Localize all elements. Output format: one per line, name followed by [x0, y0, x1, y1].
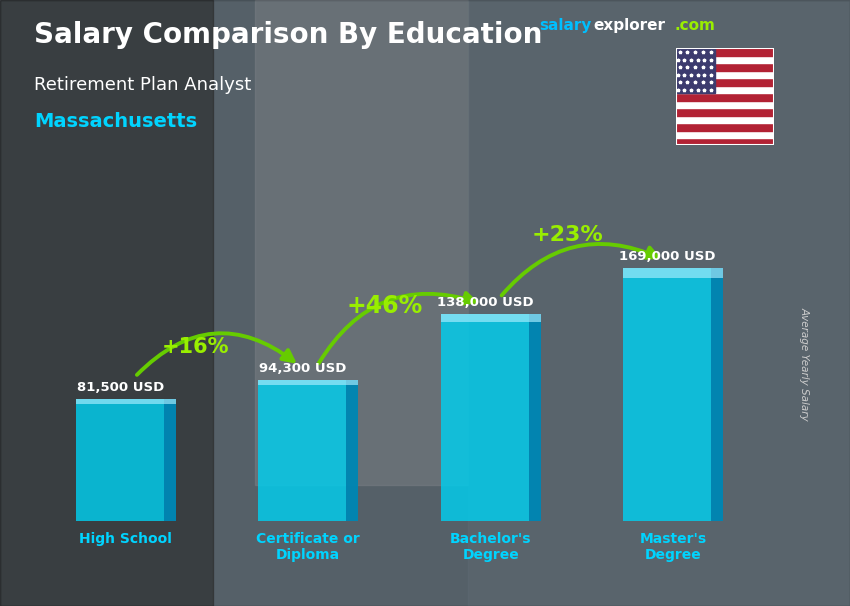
Text: Average Yearly Salary: Average Yearly Salary [800, 307, 810, 421]
Bar [676, 138, 774, 145]
Bar [258, 379, 359, 385]
Bar [623, 268, 723, 278]
Bar [676, 48, 715, 93]
Bar [676, 64, 774, 71]
Text: 169,000 USD: 169,000 USD [620, 250, 716, 263]
FancyArrowPatch shape [319, 293, 475, 363]
Bar [440, 314, 541, 322]
Bar [76, 399, 176, 404]
Bar [676, 123, 774, 130]
Bar [0, 0, 212, 606]
Bar [76, 399, 176, 521]
Bar [676, 93, 774, 101]
FancyArrowPatch shape [137, 333, 293, 375]
Bar [468, 0, 850, 606]
FancyArrowPatch shape [502, 244, 658, 295]
Bar [676, 108, 774, 116]
Text: 94,300 USD: 94,300 USD [259, 362, 347, 375]
Text: 138,000 USD: 138,000 USD [437, 296, 534, 309]
Bar [676, 71, 774, 78]
Bar [676, 116, 774, 123]
Text: +46%: +46% [347, 294, 423, 318]
Text: explorer: explorer [593, 18, 666, 33]
Bar [676, 130, 774, 138]
Text: Retirement Plan Analyst: Retirement Plan Analyst [34, 76, 252, 94]
Bar [623, 268, 723, 521]
Text: +23%: +23% [531, 225, 604, 245]
Bar [676, 78, 774, 86]
Text: salary: salary [540, 18, 592, 33]
Bar [440, 314, 541, 521]
Bar [676, 48, 774, 56]
Bar [676, 86, 774, 93]
Bar [711, 268, 723, 521]
Bar [164, 399, 176, 521]
Text: 81,500 USD: 81,500 USD [76, 381, 164, 394]
Bar [676, 101, 774, 108]
Text: +16%: +16% [162, 338, 229, 358]
Text: Massachusetts: Massachusetts [34, 112, 197, 131]
Bar [255, 0, 468, 485]
Bar [258, 379, 359, 521]
Text: .com: .com [674, 18, 715, 33]
Bar [676, 56, 774, 64]
Bar [529, 314, 541, 521]
Bar [347, 379, 359, 521]
Text: Salary Comparison By Education: Salary Comparison By Education [34, 21, 542, 49]
